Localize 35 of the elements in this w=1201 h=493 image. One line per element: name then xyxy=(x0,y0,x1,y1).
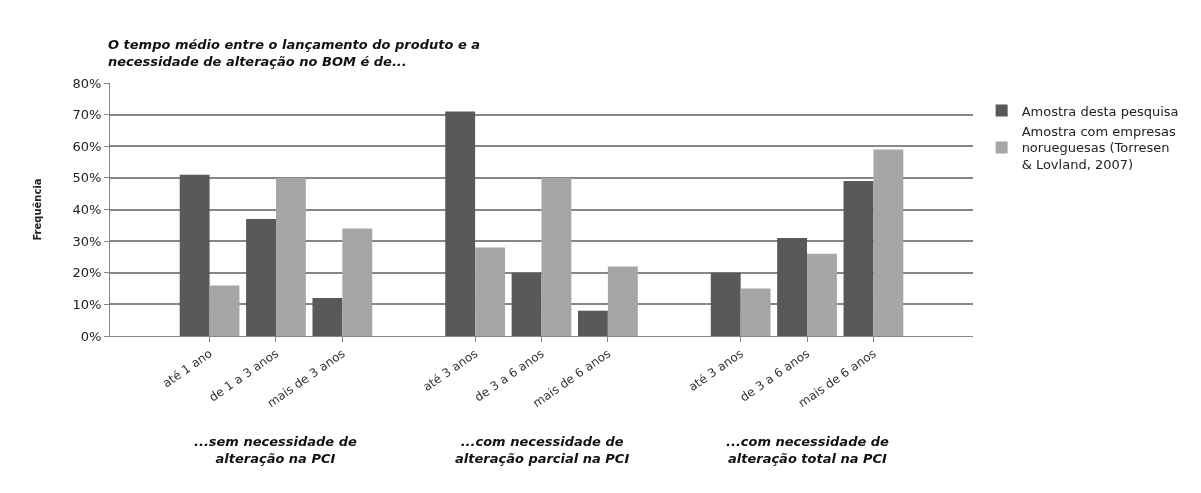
bar xyxy=(511,272,542,336)
bar xyxy=(209,285,240,336)
text: ...com necessidade de alteração parcial na PCI xyxy=(455,434,630,466)
y-tick-label: 30% xyxy=(72,233,102,249)
x-tick-label: até 1 ano xyxy=(160,346,215,391)
legend-label: Amostra desta pesquisa xyxy=(1021,103,1179,119)
y-tick-label: 20% xyxy=(72,265,102,281)
bar xyxy=(843,181,874,336)
y-tick-label: 60% xyxy=(72,138,102,154)
bar xyxy=(710,272,741,336)
y-axis-title: Frequência xyxy=(32,178,44,241)
y-tick-label: 50% xyxy=(72,170,102,186)
text: ...sem necessidade de alteração na PCI xyxy=(194,434,357,466)
bar xyxy=(275,177,306,336)
legend-label: Amostra com empresas norueguesas (Torresen & Lovland, 2007) xyxy=(1021,123,1177,173)
bar xyxy=(807,253,837,336)
bar xyxy=(607,266,638,336)
y-tick-label: 0% xyxy=(80,328,102,344)
y-tick-label: 70% xyxy=(72,107,102,123)
bar xyxy=(740,288,771,336)
y-tick-label: 10% xyxy=(72,296,102,312)
y-tick-label: 80% xyxy=(72,75,102,91)
y-tick-label: 40% xyxy=(72,202,102,218)
chart-title: O tempo médio entre o lançamento do produto e a necessidade de alteração no BOM é de... xyxy=(108,37,481,69)
bar xyxy=(578,310,608,336)
bar xyxy=(777,237,808,336)
bar xyxy=(246,218,276,336)
bar xyxy=(312,298,343,336)
bar xyxy=(445,111,476,336)
bar xyxy=(179,174,210,336)
bar xyxy=(873,149,904,336)
bar xyxy=(541,177,572,336)
bar xyxy=(475,247,505,336)
bar xyxy=(342,228,373,336)
text: ...com necessidade de alteração total na PCI xyxy=(726,434,890,466)
